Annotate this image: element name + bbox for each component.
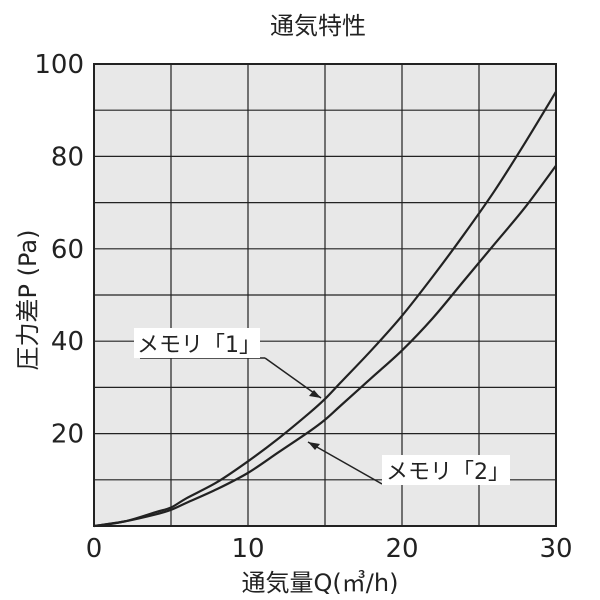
leader-arrow-series-2 [308,442,320,450]
x-tick-label: 20 [385,534,418,564]
x-tick-label: 0 [86,534,103,564]
y-tick-label: 40 [51,327,84,357]
y-tick-label: 100 [34,50,84,80]
series-1-label: メモリ「1」 [137,333,261,358]
plot-frame [93,63,557,527]
y-tick-label: 80 [51,142,84,172]
x-tick-label: 10 [231,534,264,564]
series-layer [93,91,557,528]
y-axis-title: 圧力差P (Pa) [14,230,42,371]
series-1-label-bg [134,328,260,358]
tick-labels: 0 10 20 30 20 40 60 80 100 [34,50,572,564]
leader-line-series-2-diagonal [307,441,383,485]
series-2-label: メモリ「2」 [386,460,510,485]
leader-line-series-1-diagonal [264,357,322,399]
series-line-1 [93,91,557,528]
series-line-2 [93,164,557,528]
chart-title: 通気特性 [270,12,366,40]
series-2-label-bg [382,455,510,485]
leader-arrow-series-1 [309,390,321,398]
y-tick-label: 20 [51,420,84,450]
y-tick-label: 60 [51,235,84,265]
x-axis-title: 通気量Q(㎥/h) [242,569,399,597]
x-tick-label: 30 [539,534,572,564]
